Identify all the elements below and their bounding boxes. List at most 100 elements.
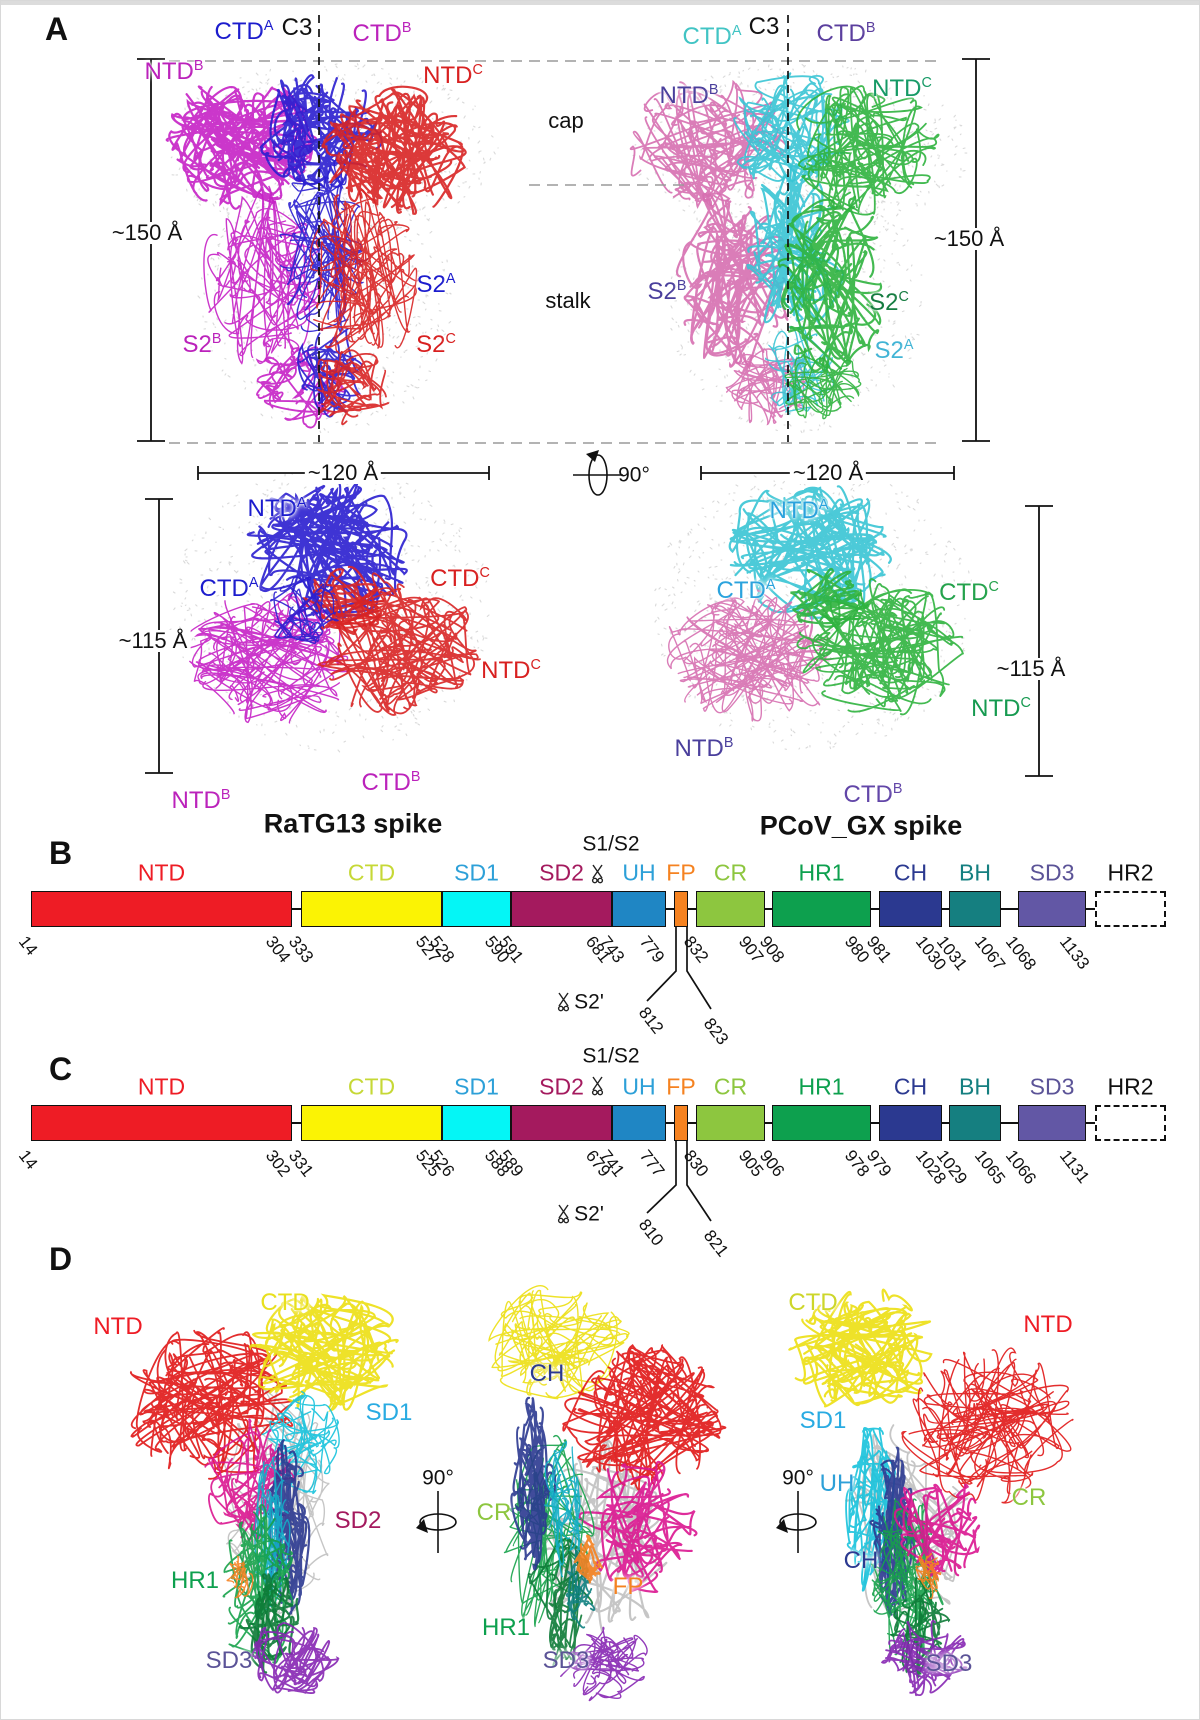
panel-a-letter: A [45,11,69,47]
d-label-ntd-1: NTD [93,1313,143,1340]
label-ntd-c-left-side: NTDC [423,62,483,89]
domain-label-hr1: HR1 [798,859,845,886]
render-stroke-group [796,578,964,715]
domain-connector [765,908,772,910]
d-label-cr-3: CR [1011,1484,1047,1511]
label-ctd-a-right-side: CTDA [682,23,742,50]
label-s2-c-left-side: S2C [416,331,456,358]
domain-box-ch [879,1105,942,1141]
render-stroke-group [309,189,419,355]
domain-box-cr [696,1105,765,1141]
domain-label-ctd: CTD [347,1073,396,1100]
height-measure-right [962,58,990,442]
d-label-sd3-3: SD3 [925,1650,973,1677]
domain-box-sd1 [442,1105,511,1141]
domain-label-sd3: SD3 [1029,859,1075,886]
domain-connector [1001,1122,1018,1124]
domain-box-sd2 [511,891,612,927]
domain-label-cr: CR [713,1073,748,1100]
domain-box-hr2 [1095,891,1166,927]
domain-box-uh [612,1105,666,1141]
domain-box-bh [949,1105,1001,1141]
domain-box-sd2 [511,1105,612,1141]
d-label-hr1-2: HR1 [481,1614,531,1641]
domain-box-bh [949,891,1001,927]
domain-connector [1001,908,1018,910]
rotation-symbol-d2 [776,1491,817,1553]
domain-box-ntd [31,891,292,927]
domain-connector [688,908,696,910]
render-stroke-group [270,576,340,644]
domain-label-ntd: NTD [137,1073,186,1100]
domain-label-ntd: NTD [137,859,186,886]
rotation-symbol-a [573,450,623,496]
render-stroke-group [488,1285,630,1400]
domain-box-ctd [301,891,442,927]
c3-label-left: C3 [279,14,315,41]
stalk-label: stalk [545,288,591,313]
domain-label-hr2: HR2 [1107,859,1154,886]
render-stroke-group [317,349,389,426]
domain-connector [666,908,674,910]
label-ctd-b-left-side: CTDB [352,20,412,47]
width-label-right: ~120 Å [789,462,867,484]
label-s2-a-left-side: S2A [416,271,456,298]
render-stroke-group [562,1344,727,1491]
render-stroke-group [261,1390,340,1494]
render-stroke-group [247,1622,339,1694]
domain-label-ch: CH [893,1073,928,1100]
label-ctd-b-right-side: CTDB [816,20,876,47]
domain-label-uh: UH [622,859,656,886]
domain-box-ch [879,891,942,927]
domain-label-hr1: HR1 [798,1073,845,1100]
domain-connector [688,1122,696,1124]
render-stroke-group [784,347,862,420]
render-stroke-group [226,1556,254,1599]
label-ntd-b-right-top: NTDB [674,735,734,762]
render-stroke-group [667,589,835,722]
c3-label-right: C3 [746,13,782,40]
s1s2-label-b: S1/S2 [582,832,640,856]
rotation-symbol-d1 [416,1491,457,1553]
render-stroke-group [629,79,788,209]
render-stroke-group [239,1571,300,1674]
scissors-icon [557,1204,570,1224]
render-stroke-group [578,1461,698,1593]
scissors-icon [591,864,604,884]
s1s2-label-c: S1/S2 [582,1044,640,1068]
domain-box-ntd [31,1105,292,1141]
domain-label-sd2: SD2 [539,859,584,886]
domain-connector [765,1122,772,1124]
panel-d-letter: D [49,1241,73,1277]
label-ntd-c-right-top: NTDC [971,695,1031,722]
cap-label: cap [548,108,584,133]
domain-connector [1086,908,1095,910]
d-label-ntd-3: NTD [1023,1311,1073,1338]
rotation-label-d2: 90° [782,1466,814,1490]
height-measure-left [137,58,165,442]
label-ntd-b-left-side: NTDB [144,58,204,85]
topview-measure-right [1025,505,1053,777]
label-s2-b-right-side: S2B [647,278,687,305]
d-label-sd3-1: SD3 [205,1647,253,1674]
topview-height-label-left: ~115 Å [115,630,191,652]
domain-box-uh [612,891,666,927]
domain-box-hr1 [772,1105,871,1141]
render-stroke-group [901,1347,1074,1504]
domain-box-fp [674,891,688,927]
label-ntd-a-right-top: NTDA [769,497,829,524]
topview-height-label-right: ~115 Å [993,658,1069,680]
label-ctd-a-left-side: CTDA [214,18,274,45]
render-stroke-group [790,567,870,633]
label-ntd-c-right-side: NTDC [872,75,932,102]
render-stroke-group [321,85,467,215]
domain-box-sd1 [442,891,511,927]
render-stroke-group [915,1553,942,1599]
render-stroke-group [130,1327,294,1480]
render-stroke-group [279,159,369,333]
render-stroke-group [796,85,940,216]
domain-label-bh: BH [959,859,991,886]
